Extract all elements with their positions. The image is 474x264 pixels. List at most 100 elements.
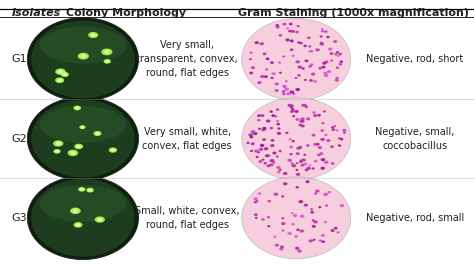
Circle shape	[288, 159, 291, 161]
Text: Colony Morphology: Colony Morphology	[65, 8, 186, 18]
Circle shape	[339, 53, 341, 55]
Circle shape	[324, 72, 327, 74]
Circle shape	[292, 93, 295, 95]
Circle shape	[282, 218, 283, 219]
Circle shape	[328, 71, 330, 72]
Ellipse shape	[31, 21, 135, 98]
Circle shape	[267, 165, 270, 167]
Circle shape	[283, 86, 286, 87]
Circle shape	[265, 155, 267, 156]
Circle shape	[316, 190, 319, 192]
Circle shape	[87, 188, 93, 192]
Circle shape	[337, 67, 338, 68]
Circle shape	[306, 107, 307, 108]
Circle shape	[306, 181, 309, 182]
Circle shape	[290, 91, 293, 93]
Circle shape	[277, 172, 280, 173]
Circle shape	[291, 111, 293, 112]
Circle shape	[270, 164, 273, 166]
Circle shape	[321, 159, 325, 161]
Circle shape	[58, 79, 61, 81]
Circle shape	[311, 209, 312, 210]
Circle shape	[287, 28, 288, 29]
Circle shape	[319, 207, 321, 208]
Circle shape	[250, 59, 251, 60]
Circle shape	[280, 169, 281, 170]
Circle shape	[321, 167, 324, 169]
Circle shape	[297, 147, 300, 149]
Circle shape	[111, 149, 114, 151]
Ellipse shape	[31, 179, 135, 257]
Circle shape	[305, 60, 308, 62]
Circle shape	[283, 93, 284, 95]
Ellipse shape	[39, 185, 127, 222]
Circle shape	[312, 168, 314, 169]
Circle shape	[259, 115, 261, 116]
Circle shape	[264, 53, 266, 54]
Circle shape	[277, 124, 279, 125]
Circle shape	[249, 134, 252, 136]
Circle shape	[56, 78, 64, 82]
Circle shape	[326, 205, 328, 206]
Circle shape	[289, 31, 291, 32]
Circle shape	[296, 163, 298, 164]
Circle shape	[321, 29, 323, 30]
Circle shape	[310, 80, 312, 81]
Circle shape	[322, 241, 324, 242]
Circle shape	[255, 214, 257, 215]
Circle shape	[319, 147, 321, 148]
Circle shape	[250, 52, 252, 53]
Circle shape	[89, 33, 98, 37]
Circle shape	[340, 139, 343, 140]
Circle shape	[74, 223, 82, 227]
Ellipse shape	[39, 27, 127, 63]
Circle shape	[325, 31, 327, 32]
Circle shape	[79, 188, 85, 191]
Circle shape	[302, 159, 305, 161]
Circle shape	[76, 224, 80, 226]
Circle shape	[300, 160, 302, 161]
Circle shape	[59, 71, 62, 73]
Circle shape	[271, 77, 273, 78]
Circle shape	[56, 69, 65, 74]
Circle shape	[325, 61, 328, 63]
Circle shape	[266, 69, 267, 70]
Circle shape	[304, 45, 306, 46]
Circle shape	[288, 105, 292, 106]
Circle shape	[309, 51, 310, 52]
Circle shape	[284, 183, 287, 185]
Circle shape	[54, 150, 60, 153]
Circle shape	[276, 156, 278, 157]
Circle shape	[292, 213, 293, 214]
Circle shape	[315, 161, 317, 162]
Ellipse shape	[31, 100, 135, 177]
Circle shape	[287, 93, 290, 95]
Circle shape	[331, 230, 334, 231]
Ellipse shape	[242, 18, 351, 100]
Circle shape	[320, 43, 323, 44]
Circle shape	[266, 58, 269, 60]
Circle shape	[271, 145, 274, 147]
Ellipse shape	[39, 106, 127, 143]
Circle shape	[272, 73, 275, 74]
Circle shape	[280, 151, 281, 152]
Circle shape	[303, 105, 306, 106]
Ellipse shape	[242, 177, 351, 259]
Circle shape	[295, 111, 298, 112]
Circle shape	[285, 88, 288, 90]
Circle shape	[270, 160, 274, 162]
Circle shape	[335, 228, 337, 229]
Text: Very small, white,
convex, flat edges: Very small, white, convex, flat edges	[142, 127, 232, 150]
Circle shape	[299, 201, 302, 203]
Circle shape	[89, 189, 91, 191]
Circle shape	[320, 36, 322, 37]
Circle shape	[261, 76, 264, 77]
Circle shape	[279, 150, 281, 151]
Circle shape	[325, 75, 328, 76]
Circle shape	[309, 165, 311, 166]
Circle shape	[338, 145, 340, 146]
Circle shape	[254, 198, 257, 200]
Circle shape	[91, 34, 95, 36]
Circle shape	[310, 64, 313, 65]
Text: Gram Staining (1000x magnification): Gram Staining (1000x magnification)	[237, 8, 469, 18]
